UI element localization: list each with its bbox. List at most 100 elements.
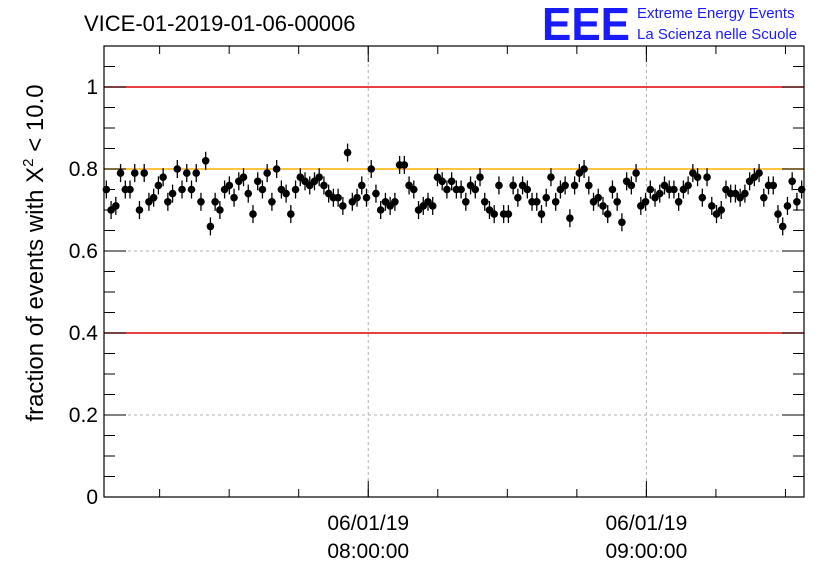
logo-mark: EEE — [542, 0, 630, 50]
data-point — [495, 181, 503, 190]
y-axis-label-superscript: 2 — [20, 158, 37, 166]
data-point — [504, 210, 513, 218]
y-tick-label: 0.6 — [69, 240, 98, 263]
y-axis-label-prefix: fraction of events with — [22, 183, 49, 422]
data-point — [201, 157, 210, 165]
data-point — [476, 173, 484, 181]
data-point — [741, 189, 749, 198]
y-axis-label-suffix: < 10.0 — [22, 84, 49, 158]
data-point — [627, 181, 636, 190]
data-point — [343, 148, 352, 157]
data-point — [149, 193, 158, 202]
data-point — [159, 173, 167, 181]
data-point — [112, 202, 120, 210]
logo-line2: La Scienza nelle Scuole — [637, 26, 797, 43]
data-point — [769, 181, 778, 190]
data-point — [566, 214, 574, 222]
data-point — [391, 198, 399, 206]
data-point — [632, 169, 640, 177]
data-point — [367, 165, 376, 173]
data-point — [287, 210, 295, 218]
data-point — [353, 193, 361, 202]
data-point — [376, 206, 385, 214]
x-tick-label-date: 06/01/19 — [606, 512, 688, 535]
data-point — [613, 198, 621, 206]
data-point — [192, 169, 201, 177]
data-point — [793, 198, 801, 206]
data-point — [717, 206, 726, 214]
data-point — [457, 185, 465, 194]
chart-title: VICE-01-2019-01-06-00006 — [84, 11, 356, 36]
data-point — [778, 222, 787, 231]
data-point — [253, 177, 262, 186]
data-point — [168, 189, 177, 198]
data-point — [272, 165, 281, 173]
data-point — [400, 161, 409, 169]
data-point — [249, 210, 257, 218]
data-point — [334, 193, 342, 202]
data-point — [480, 198, 489, 206]
y-axis-label-symbol: X — [22, 167, 49, 183]
y-tick-label: 1 — [86, 76, 98, 99]
data-point — [594, 193, 603, 202]
data-point — [216, 206, 224, 214]
data-point — [239, 173, 248, 181]
data-point — [258, 185, 267, 194]
data-point — [788, 177, 796, 186]
data-point — [409, 185, 418, 194]
data-point — [428, 202, 437, 210]
data-point — [509, 181, 517, 190]
data-point — [438, 177, 446, 186]
data-point — [116, 169, 125, 177]
data-point — [164, 198, 172, 206]
data-point — [443, 185, 451, 194]
data-point — [693, 173, 702, 181]
data-point — [173, 165, 182, 173]
data-point — [670, 185, 678, 194]
data-point — [537, 210, 546, 218]
data-points — [102, 143, 806, 236]
data-point — [755, 169, 763, 177]
data-point — [641, 198, 650, 206]
data-point — [182, 169, 191, 177]
data-point — [197, 198, 205, 206]
data-point — [206, 222, 215, 231]
data-point — [372, 189, 380, 198]
y-axis-label: fraction of events with X2 < 10.0 — [20, 84, 49, 421]
data-point — [646, 185, 655, 194]
x-tick-label-time: 09:00:00 — [606, 540, 688, 563]
data-point — [339, 202, 347, 210]
y-tick-label: 0.4 — [69, 322, 99, 345]
data-point — [783, 202, 792, 210]
data-point — [447, 177, 456, 186]
data-point — [580, 165, 588, 173]
data-point — [178, 185, 186, 194]
data-point — [532, 198, 541, 206]
data-point — [618, 218, 626, 227]
data-point — [774, 210, 782, 218]
y-tick-label: 0.8 — [69, 158, 98, 181]
data-point — [130, 169, 139, 177]
data-point — [684, 181, 692, 190]
data-point — [315, 173, 324, 181]
data-point — [230, 193, 238, 202]
data-point — [263, 169, 271, 177]
data-point — [703, 173, 711, 181]
data-point — [561, 181, 569, 190]
eee-logo: EEE Extreme Energy Events La Scienza nel… — [542, 0, 797, 50]
data-point — [490, 210, 499, 218]
data-point — [599, 202, 607, 210]
data-point — [135, 206, 144, 214]
data-point — [362, 193, 371, 202]
data-point — [551, 198, 560, 206]
x-tick-label-time: 08:00:00 — [327, 540, 409, 563]
data-point — [570, 181, 579, 190]
data-point — [655, 189, 664, 198]
data-point — [462, 198, 470, 206]
data-point — [211, 198, 219, 206]
data-point — [674, 198, 683, 206]
x-tick-label-date: 06/01/19 — [327, 512, 409, 535]
tick-labels: 0 0.2 0.4 0.6 0.8 1 06/01/19 08:00:00 06/01/19 09… — [69, 76, 687, 563]
data-point — [291, 185, 300, 194]
